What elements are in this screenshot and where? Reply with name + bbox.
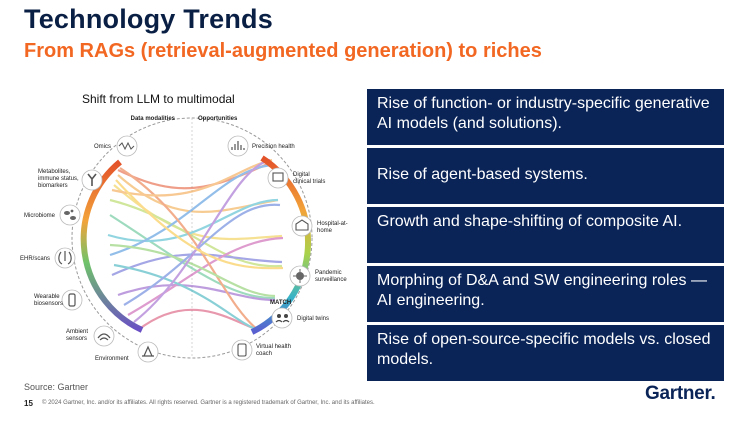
- dna-icon: [118, 141, 135, 151]
- right-node-label: coach: [256, 351, 272, 357]
- home-icon: [295, 219, 309, 231]
- source-note: Source: Gartner: [24, 382, 89, 392]
- diagram-title: Shift from LLM to multimodal: [82, 92, 235, 106]
- omics-node: [116, 135, 138, 157]
- bacteria-icon: [70, 209, 74, 213]
- digital-twins-node: [271, 307, 293, 329]
- left-node-label: Ambient: [66, 329, 88, 335]
- pandemic-node: [289, 265, 311, 287]
- left-node-label: Wearable: [34, 294, 60, 300]
- twins-icon: [275, 319, 290, 323]
- page-subtitle: From RAGs (retrieval-augmented generatio…: [24, 40, 542, 62]
- trend-item: Rise of agent-based systems.: [367, 148, 724, 207]
- trend-item: Rise of open-source-specific models vs. …: [367, 325, 724, 381]
- microbiome-node: [59, 204, 81, 226]
- ambient-node: [93, 325, 115, 347]
- left-node-label: EHR/scans: [20, 256, 50, 262]
- virtual-coach-node: [231, 339, 253, 361]
- lungs-icon: [58, 251, 72, 265]
- left-node-label: sensors: [66, 336, 87, 342]
- gartner-logo: Gartner.: [645, 383, 716, 405]
- trend-list: Rise of function- or industry-specific g…: [367, 89, 724, 381]
- sensor-icon: [97, 333, 111, 341]
- right-node-label: clinical trials: [293, 179, 325, 185]
- right-node-label: Precision health: [252, 144, 295, 150]
- right-node-label: surveillance: [315, 277, 347, 283]
- left-node-label: biosensors: [34, 301, 63, 307]
- left-nodes: Omics Metabolites, immune status, biomar…: [20, 135, 159, 363]
- virus-icon: [293, 269, 307, 283]
- right-header: Opportunities: [198, 116, 238, 122]
- chord-ribbons: [107, 158, 284, 332]
- wearable-node: [61, 289, 83, 311]
- right-node-label: Virtual health: [256, 344, 291, 350]
- chart-icon: [231, 141, 245, 150]
- ehr-node: [54, 247, 76, 269]
- logo-text: Gartner: [645, 383, 711, 404]
- left-node-label: Microbiome: [24, 213, 56, 219]
- multimodal-diagram: Data modalities Opportunities: [20, 116, 348, 363]
- environment-node: [137, 341, 159, 363]
- right-node-label: Pandemic: [315, 270, 342, 276]
- match-label: MATCH: [270, 300, 291, 306]
- left-node-label: Omics: [94, 144, 111, 150]
- hospital-node: [291, 215, 313, 237]
- left-node-label: Environment: [95, 356, 129, 362]
- trend-item: Morphing of D&A and SW engineering roles…: [367, 266, 724, 325]
- copyright-notice: © 2024 Gartner, Inc. and/or its affiliat…: [42, 400, 375, 406]
- phone-icon: [237, 343, 247, 357]
- left-node-label: immune status,: [38, 176, 79, 182]
- page-number: 15: [24, 399, 33, 408]
- metabolites-node: [81, 169, 103, 191]
- antibody-icon: [87, 173, 97, 186]
- trend-item: Rise of function- or industry-specific g…: [367, 89, 724, 148]
- right-node-label: Hospital-at-: [317, 221, 348, 227]
- right-nodes: Precision health Digital clinical trials…: [227, 135, 348, 361]
- left-node-label: Metabolites,: [38, 169, 71, 175]
- page-title: Technology Trends: [24, 4, 273, 34]
- tree-icon: [142, 345, 154, 357]
- right-node-label: Digital: [293, 172, 310, 178]
- right-node-label: home: [317, 228, 333, 234]
- trend-item: Growth and shape-shifting of composite A…: [367, 207, 724, 266]
- clinical-trials-node: [267, 167, 289, 189]
- logo-dot-icon: .: [710, 383, 716, 404]
- watch-icon: [68, 293, 76, 307]
- left-node-label: biomarkers: [38, 183, 68, 189]
- left-header: Data modalities: [131, 116, 176, 122]
- screen-icon: [272, 172, 284, 182]
- right-node-label: Digital twins: [297, 316, 329, 322]
- precision-health-node: [227, 135, 249, 157]
